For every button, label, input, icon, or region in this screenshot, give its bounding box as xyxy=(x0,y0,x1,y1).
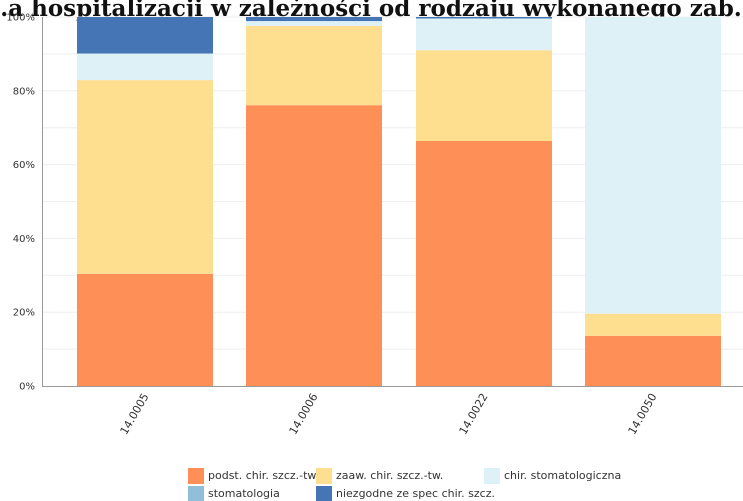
x-axis-ticks: 14.0005 14.0006 14.0022 14.0050 xyxy=(118,391,660,437)
x-tick-label: 14.0022 xyxy=(457,391,491,437)
legend-label: niezgodne ze spec chir. szcz. xyxy=(336,487,495,500)
legend-label: podst. chir. szcz.-tw. xyxy=(208,469,319,482)
bar-segment xyxy=(246,21,382,26)
legend-item[interactable]: stomatologia xyxy=(188,485,280,501)
bar-segment xyxy=(246,105,382,386)
bar-segment xyxy=(585,313,721,336)
x-tick-label: 14.0005 xyxy=(118,391,152,437)
bar-segment xyxy=(585,17,721,314)
y-axis-ticks: 0% 20% 40% 60% 80% 100% xyxy=(6,13,35,393)
legend-label: chir. stomatologiczna xyxy=(504,469,622,482)
legend-item[interactable]: podst. chir. szcz.-tw. xyxy=(188,467,319,484)
y-tick-label: 60% xyxy=(13,160,35,171)
y-tick-label: 40% xyxy=(13,234,35,245)
legend: podst. chir. szcz.-tw. zaaw. chir. szcz.-… xyxy=(188,467,658,501)
legend-swatch xyxy=(316,467,332,484)
legend-item[interactable]: niezgodne ze spec chir. szcz. xyxy=(316,485,495,501)
y-tick-label: 100% xyxy=(6,13,35,24)
y-tick-label: 20% xyxy=(13,308,35,319)
legend-swatch xyxy=(188,467,204,484)
legend-swatch xyxy=(316,485,332,501)
legend-swatch xyxy=(188,485,204,501)
legend-label: zaaw. chir. szcz.-tw. xyxy=(336,469,444,482)
bar-segment xyxy=(77,53,213,81)
bar-segment xyxy=(416,17,552,19)
bar-segment xyxy=(77,17,213,54)
x-tick-label: 14.0050 xyxy=(626,391,660,437)
bar-segment xyxy=(416,18,552,51)
bar-segment xyxy=(246,25,382,106)
y-tick-label: 0% xyxy=(19,382,35,393)
bar-segment xyxy=(246,17,382,22)
y-tick-label: 80% xyxy=(13,86,35,97)
legend-label: stomatologia xyxy=(208,487,280,500)
bar-segment xyxy=(77,273,213,386)
bar-segment xyxy=(585,335,721,386)
legend-item[interactable]: zaaw. chir. szcz.-tw. xyxy=(316,467,443,484)
x-tick-label: 14.0006 xyxy=(287,391,321,437)
axes xyxy=(42,17,743,387)
bar-segment xyxy=(416,140,552,386)
legend-swatch xyxy=(484,467,500,484)
bar-segment xyxy=(77,80,213,274)
bar-segments xyxy=(77,17,721,386)
legend-item[interactable]: chir. stomatologiczna xyxy=(484,467,621,484)
bar-segment xyxy=(416,50,552,141)
